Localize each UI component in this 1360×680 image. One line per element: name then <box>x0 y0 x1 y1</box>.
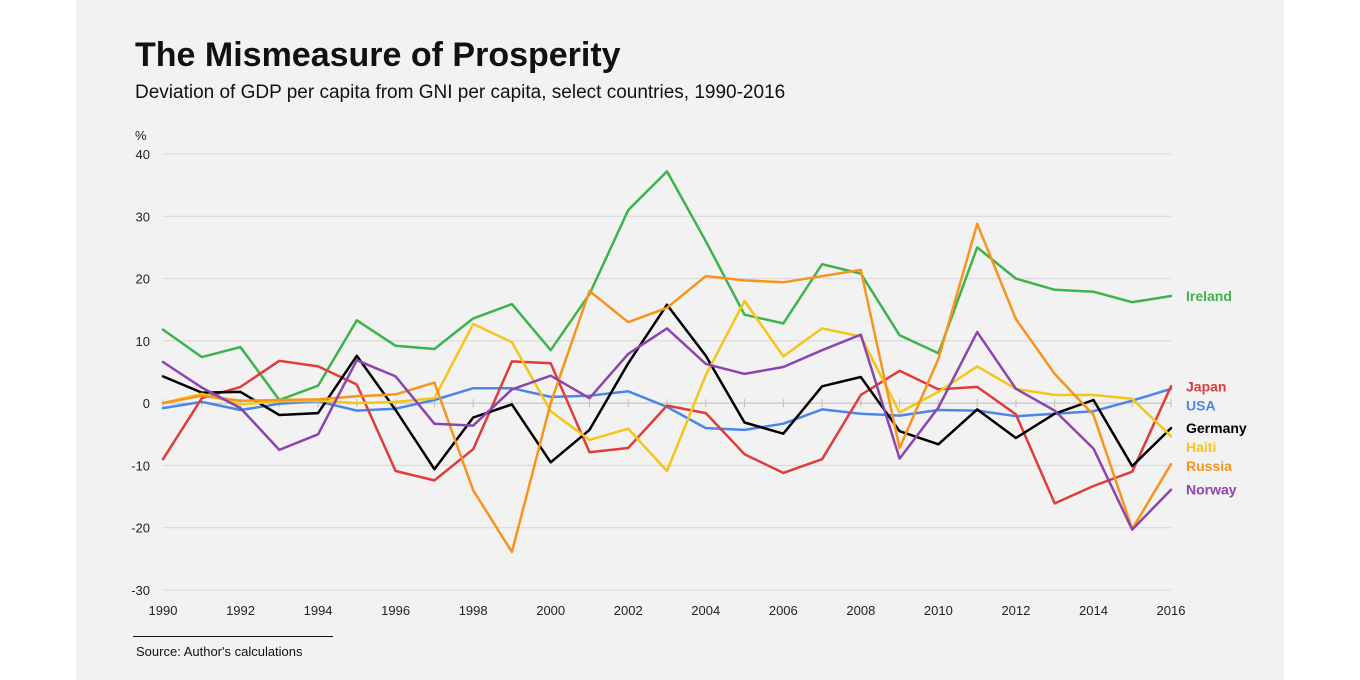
y-tick-label: 0 <box>143 396 150 411</box>
y-tick-label: 40 <box>136 147 150 162</box>
series-line-japan <box>161 359 1173 505</box>
y-tick-label: 10 <box>136 334 150 349</box>
legend-label-usa: USA <box>1186 397 1216 413</box>
chart-subtitle: Deviation of GDP per capita from GNI per… <box>135 82 786 103</box>
series-line-norway <box>161 327 1173 531</box>
x-tick-label: 1998 <box>459 603 488 618</box>
x-tick-label: 2006 <box>769 603 798 618</box>
x-tick-label: 1996 <box>381 603 410 618</box>
series-line-haiti <box>161 299 1173 473</box>
legend: Ireland Japan USA Germany Haiti Russia Norway <box>1186 288 1247 498</box>
y-tick-label: 20 <box>136 272 150 287</box>
x-tick-label: 2004 <box>691 603 720 618</box>
legend-label-russia: Russia <box>1186 458 1232 474</box>
source-note: Source: Author's calculations <box>136 644 303 659</box>
legend-label-germany: Germany <box>1186 420 1247 436</box>
legend-label-haiti: Haiti <box>1186 439 1216 455</box>
x-tick-label: 2000 <box>536 603 565 618</box>
x-tick-label: 1994 <box>304 603 333 618</box>
y-tick-label: -30 <box>131 583 150 598</box>
x-tick-label: 1990 <box>149 603 178 618</box>
x-tick-label: 1992 <box>226 603 255 618</box>
legend-label-japan: Japan <box>1186 378 1226 394</box>
gridlines <box>162 153 1172 591</box>
x-tick-label: 2008 <box>846 603 875 618</box>
x-tick-label: 2016 <box>1157 603 1186 618</box>
legend-label-norway: Norway <box>1186 482 1237 498</box>
legend-label-ireland: Ireland <box>1186 288 1232 304</box>
x-tick-label: 2002 <box>614 603 643 618</box>
y-axis-unit-label: % <box>135 128 147 143</box>
y-tick-label: -10 <box>131 458 150 473</box>
series-line-ireland <box>161 170 1173 402</box>
source-divider <box>133 636 333 637</box>
series-lines <box>161 170 1173 554</box>
chart-title: The Mismeasure of Prosperity <box>135 36 621 74</box>
series-line-germany <box>161 303 1173 471</box>
x-tick-label: 2014 <box>1079 603 1108 618</box>
y-tick-label: 30 <box>136 209 150 224</box>
series-line-russia <box>161 222 1173 554</box>
x-tick-label: 2012 <box>1001 603 1030 618</box>
x-tick-label: 2010 <box>924 603 953 618</box>
y-tick-label: -20 <box>131 521 150 536</box>
